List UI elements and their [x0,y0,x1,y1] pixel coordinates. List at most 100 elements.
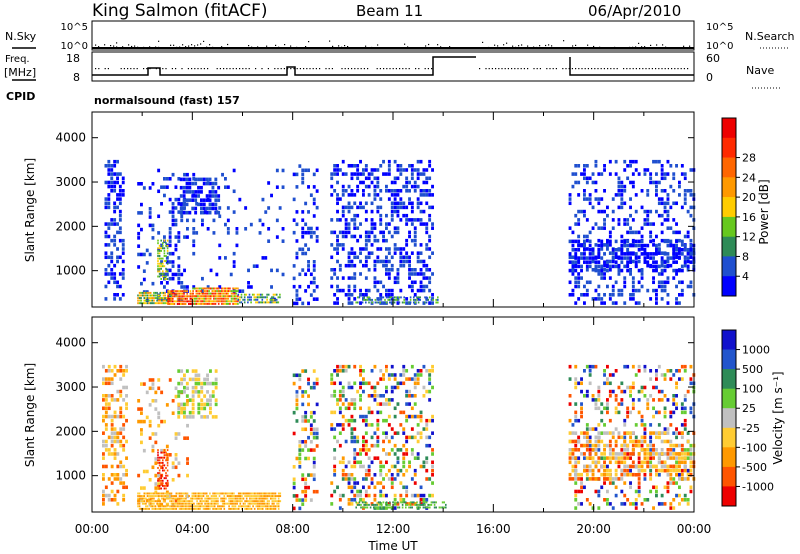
range-gate-cell [138,299,141,302]
range-gate-cell [186,423,189,428]
range-gate-cell [373,431,377,435]
range-gate-cell [218,285,222,289]
range-gate-cell [201,497,203,500]
range-gate-cell [657,435,661,440]
range-gate-cell [228,492,230,495]
range-gate-cell [655,377,658,381]
range-gate-cell [367,251,371,255]
range-gate-cell [197,202,200,207]
range-gate-cell [160,390,164,395]
range-gate-cell [138,302,141,305]
range-gate-cell [347,418,351,423]
nave-dot [261,68,263,70]
range-gate-cell [419,288,423,293]
range-gate-cell [620,205,624,210]
range-gate-cell [441,506,444,509]
y-tick-label: 1000 [55,264,86,278]
range-gate-cell [608,439,612,444]
range-gate-cell [118,255,122,260]
range-gate-cell [194,373,198,378]
range-gate-cell [166,464,169,467]
range-gate-cell [181,290,184,293]
range-gate-cell [333,369,337,373]
range-gate-cell [379,464,383,469]
range-gate-cell [151,500,154,503]
range-gate-cell [301,427,305,432]
range-gate-cell [683,418,687,423]
range-gate-cell [629,293,632,297]
range-gate-cell [148,497,150,500]
range-gate-cell [580,481,583,485]
range-gate-cell [240,296,243,299]
range-gate-cell [364,468,368,473]
range-gate-cell [678,477,681,481]
range-gate-cell [413,394,417,398]
range-gate-cell [390,288,394,293]
noise-dot [548,44,550,46]
range-gate-cell [355,506,357,509]
range-gate-cell [157,260,159,263]
range-gate-cell [201,502,203,505]
range-gate-cell [205,492,208,495]
range-gate-cell [634,239,638,244]
range-gate-cell [336,364,339,369]
range-gate-cell [379,489,383,494]
range-gate-cell [180,292,182,295]
range-gate-cell [188,303,190,305]
range-gate-cell [399,189,403,193]
range-gate-cell [424,301,426,304]
range-gate-cell [425,506,428,509]
range-gate-cell [307,168,310,173]
nave-dot [565,68,567,70]
range-gate-cell [183,436,187,440]
range-gate-cell [425,298,428,301]
range-gate-cell [165,477,167,480]
range-gate-cell [160,461,162,464]
range-gate-cell [655,301,658,305]
range-gate-cell [370,180,374,185]
noise-dot [257,46,259,48]
range-gate-cell [233,507,235,510]
range-gate-cell [568,452,572,456]
range-gate-cell [177,394,181,398]
range-gate-cell [413,501,415,504]
nave-dot [203,68,205,70]
range-gate-cell [295,222,299,227]
range-gate-cell [424,296,426,299]
range-gate-cell [376,439,380,444]
range-gate-cell [158,244,161,247]
range-gate-cell [216,292,218,295]
range-gate-cell [218,507,221,510]
range-gate-cell [336,218,339,222]
range-gate-cell [259,293,262,296]
range-gate-cell [224,222,227,227]
range-gate-cell [315,168,319,173]
range-gate-cell [275,301,278,304]
range-gate-cell [180,410,184,415]
range-gate-cell [165,502,168,505]
range-gate-cell [261,293,264,296]
range-gate-cell [614,477,618,481]
range-gate-cell [431,414,434,419]
range-gate-cell [393,406,397,411]
range-gate-cell [157,189,161,194]
range-gate-cell [344,398,348,402]
range-gate-cell [113,414,117,419]
range-gate-cell [224,177,227,181]
nave-dot [171,68,173,70]
range-gate-cell [597,398,601,402]
range-gate-cell [180,406,184,411]
range-gate-cell [164,507,166,510]
range-gate-cell [594,427,598,431]
range-gate-cell [588,264,592,269]
range-gate-cell [408,389,411,394]
range-gate-cell [211,300,214,303]
range-gate-cell [266,497,269,500]
noise-dot [179,46,181,48]
range-gate-cell [571,264,575,269]
range-gate-cell [157,503,161,507]
range-gate-cell [186,218,189,223]
range-gate-cell [626,410,630,415]
range-gate-cell [232,251,236,256]
range-gate-cell [151,444,155,449]
